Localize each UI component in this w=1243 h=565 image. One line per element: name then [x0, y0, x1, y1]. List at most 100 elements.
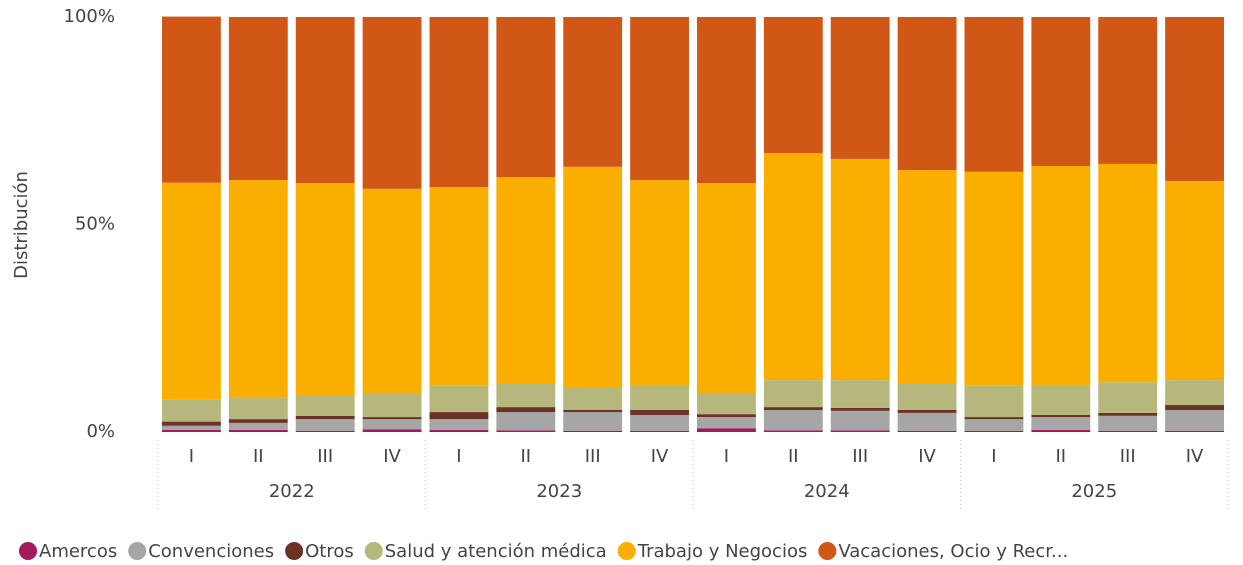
bar-segment [1165, 380, 1224, 406]
bar-segment [362, 188, 422, 393]
bar-segment [228, 180, 288, 398]
bar-segment [429, 187, 489, 386]
bar-segment [763, 153, 823, 381]
bar-segment [1165, 410, 1224, 431]
bar-segment [763, 410, 823, 431]
bar-segment [228, 397, 288, 420]
bar-segment [964, 17, 1024, 172]
x-tick-label: II [253, 446, 264, 467]
legend-label: Otros [305, 541, 354, 562]
bar-segment [228, 419, 288, 423]
bar-segment [1031, 417, 1091, 430]
bar-segment [630, 180, 689, 386]
bar-segment [162, 16, 221, 183]
bar-segment [630, 410, 689, 415]
bar-segment [1098, 382, 1158, 413]
bar-segment [162, 182, 221, 400]
x-tick-label: III [852, 446, 868, 467]
x-tick-label: I [991, 446, 996, 467]
bar-segment [295, 17, 355, 183]
x-tick-label: IV [918, 446, 936, 467]
bar-segment [830, 158, 890, 381]
bar-segment [630, 385, 689, 411]
legend-marker [128, 542, 147, 560]
bar-segment [697, 17, 756, 183]
bar-segment [1031, 165, 1091, 386]
bar-segment [1098, 430, 1158, 432]
bar-segment [897, 412, 957, 431]
x-tick-label: IV [383, 446, 401, 467]
bar-segment [763, 17, 823, 154]
bar-segment [830, 380, 890, 408]
bar-segment [496, 407, 556, 413]
bar-segment [1098, 412, 1158, 416]
bar-segment [1031, 429, 1091, 432]
bar-segment [897, 410, 957, 413]
bar-segment [295, 430, 355, 432]
bar-segment [429, 412, 489, 420]
legend-label: Vacaciones, Ocio y Recr... [838, 541, 1068, 562]
bar-segment [295, 395, 355, 416]
group-label: 2022 [269, 481, 315, 502]
bar-segment [563, 17, 623, 167]
bar-segment [362, 419, 422, 430]
bar-segment [228, 422, 288, 430]
x-tick-label: I [456, 446, 461, 467]
bar-segment [630, 414, 689, 431]
bar-segment [496, 412, 556, 431]
bar-segment [563, 388, 623, 411]
bar-segment [563, 410, 623, 413]
bar-segment [362, 392, 422, 418]
bar-segment [697, 414, 756, 418]
bar-segment [429, 17, 489, 188]
bar-segment [1098, 17, 1158, 164]
bar-segment [429, 419, 489, 430]
bar-segment [362, 17, 422, 189]
bar-segment [830, 17, 890, 159]
legend-marker [818, 542, 837, 560]
legend-label: Amercos [39, 541, 117, 562]
legend-label: Trabajo y Negocios [637, 541, 808, 562]
bar-segment [1165, 405, 1224, 411]
bar-segment [162, 425, 221, 430]
bar-segment [295, 183, 355, 396]
bar-segment [964, 417, 1024, 420]
bar-segment [496, 17, 556, 178]
bar-segment [162, 399, 221, 422]
bar-segment [228, 17, 288, 181]
bar-segment [362, 417, 422, 420]
x-tick-label: IV [651, 446, 669, 467]
bar-segment [228, 429, 288, 432]
bar-segment [563, 166, 623, 389]
bar-segment [162, 429, 221, 432]
bar-segment [964, 385, 1024, 418]
legend-marker [19, 542, 37, 560]
bar-segment [964, 419, 1024, 431]
x-tick-label: III [1120, 446, 1136, 467]
y-tick-label: 0% [86, 421, 115, 442]
legend-marker [285, 542, 304, 560]
bar-segment [697, 183, 756, 393]
x-tick-label: II [1056, 446, 1067, 467]
x-tick-label: IV [1186, 446, 1204, 467]
bar-segment [1031, 17, 1091, 166]
bar-segment [429, 385, 489, 413]
bar-segment [563, 412, 623, 431]
x-tick-label: II [788, 446, 799, 467]
bar-segment [496, 383, 556, 408]
bar-segment [630, 430, 689, 432]
x-tick-label: II [521, 446, 532, 467]
legend-marker [617, 542, 636, 560]
bar-segment [897, 430, 957, 432]
bar-segment [763, 407, 823, 411]
bar-segment [295, 415, 355, 420]
bar-segment [697, 428, 756, 432]
legend-label: Convenciones [148, 541, 274, 562]
bar-segment [1165, 180, 1224, 381]
bar-segment [1031, 385, 1091, 415]
y-axis-title: Distribución [11, 171, 32, 279]
bar-segment [697, 417, 756, 429]
y-tick-label: 50% [75, 214, 115, 235]
bar-segment [496, 430, 556, 432]
